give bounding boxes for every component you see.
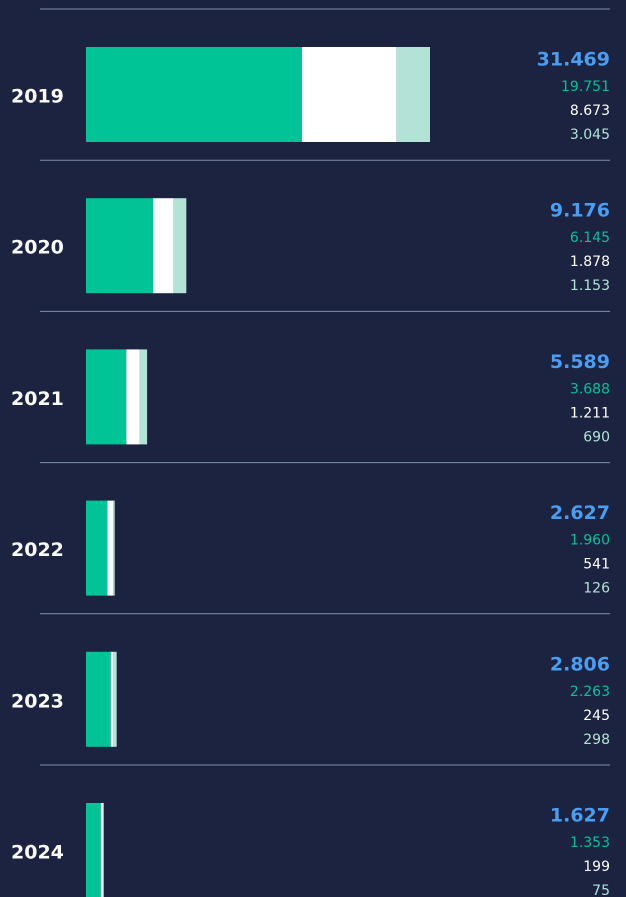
bar-segment	[139, 349, 148, 445]
value-label: 298	[583, 732, 610, 748]
value-label: 541	[583, 557, 610, 573]
bar-segment	[86, 500, 108, 596]
total-label: 2.627	[550, 502, 610, 524]
value-label: 6.145	[570, 230, 610, 246]
value-label: 1.960	[570, 533, 610, 549]
bar-segment	[110, 651, 114, 747]
bar-segment	[86, 47, 302, 142]
year-label: 2020	[11, 237, 64, 259]
value-label: 1.353	[570, 835, 610, 851]
year-label: 2021	[11, 388, 64, 410]
total-label: 5.589	[550, 351, 610, 373]
bar-segment	[396, 47, 430, 142]
year-label: 2022	[11, 539, 64, 561]
value-label: 75	[592, 883, 610, 897]
value-label: 1.153	[570, 278, 610, 294]
total-label: 2.806	[550, 653, 610, 675]
value-label: 199	[583, 859, 610, 875]
year-label: 2024	[11, 842, 64, 864]
total-label: 9.176	[550, 200, 610, 222]
value-label: 3.688	[570, 381, 610, 397]
value-label: 126	[583, 581, 610, 597]
bar-segment	[126, 349, 140, 445]
value-label: 245	[583, 708, 610, 724]
year-label: 2019	[11, 86, 64, 108]
value-label: 2.263	[570, 684, 610, 700]
bar-segment	[113, 651, 117, 747]
value-label: 8.673	[570, 103, 610, 119]
value-label: 690	[583, 429, 610, 445]
bar-segment	[113, 500, 115, 596]
bar-segment	[86, 651, 111, 747]
total-label: 31.469	[537, 49, 610, 71]
bar-segment	[107, 500, 114, 596]
bar-segment	[153, 198, 174, 294]
value-label: 19.751	[561, 79, 610, 95]
total-label: 1.627	[550, 805, 610, 827]
bar-segment	[102, 803, 104, 897]
bar-segment	[173, 198, 187, 294]
bar-segment	[301, 47, 397, 142]
value-label: 1.211	[570, 405, 610, 421]
value-label: 1.878	[570, 254, 610, 270]
bar-segment	[86, 349, 127, 445]
value-label: 3.045	[570, 127, 610, 143]
bar-segment	[86, 803, 101, 897]
bar-segment	[100, 803, 103, 897]
bar-segment	[86, 198, 154, 294]
year-label: 2023	[11, 690, 64, 712]
